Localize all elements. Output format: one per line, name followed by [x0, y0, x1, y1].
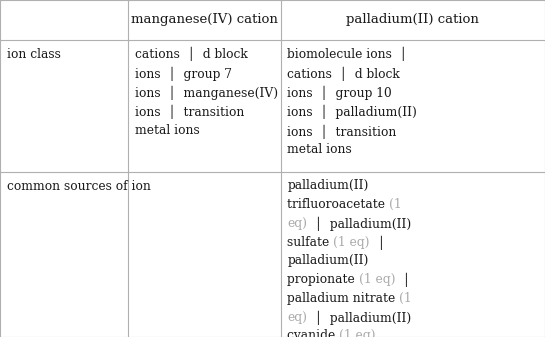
Text: (1 eq): (1 eq)	[334, 236, 370, 248]
Text: palladium nitrate: palladium nitrate	[287, 292, 399, 305]
Text: manganese(IV) cation: manganese(IV) cation	[131, 13, 278, 26]
Text: palladium(II) cation: palladium(II) cation	[347, 13, 479, 26]
Text: propionate: propionate	[287, 273, 359, 286]
Text: palladium(II): palladium(II)	[287, 179, 368, 192]
Text: palladium(II): palladium(II)	[287, 254, 368, 267]
Text: eq): eq)	[287, 310, 307, 324]
Text: cyanide: cyanide	[287, 329, 340, 337]
Text: eq): eq)	[287, 217, 307, 230]
Text: (1: (1	[389, 198, 402, 211]
Text: │  palladium(II): │ palladium(II)	[307, 310, 411, 325]
Text: │: │	[395, 273, 410, 287]
Text: biomolecule ions  │
cations  │  d block
ions  │  group 10
ions  │  palladium(II): biomolecule ions │ cations │ d block ion…	[287, 47, 417, 156]
Text: ion class: ion class	[7, 48, 60, 61]
Text: │: │	[370, 236, 385, 250]
Text: (1 eq): (1 eq)	[340, 329, 376, 337]
Text: │  palladium(II): │ palladium(II)	[307, 217, 411, 231]
Text: common sources of ion: common sources of ion	[7, 180, 150, 193]
Text: (1: (1	[399, 292, 412, 305]
Text: cations  │  d block
ions  │  group 7
ions  │  manganese(IV)
ions  │  transition
: cations │ d block ions │ group 7 ions │ …	[135, 47, 278, 137]
Text: (1 eq): (1 eq)	[359, 273, 395, 286]
Text: trifluoroacetate: trifluoroacetate	[287, 198, 389, 211]
Text: sulfate: sulfate	[287, 236, 334, 248]
